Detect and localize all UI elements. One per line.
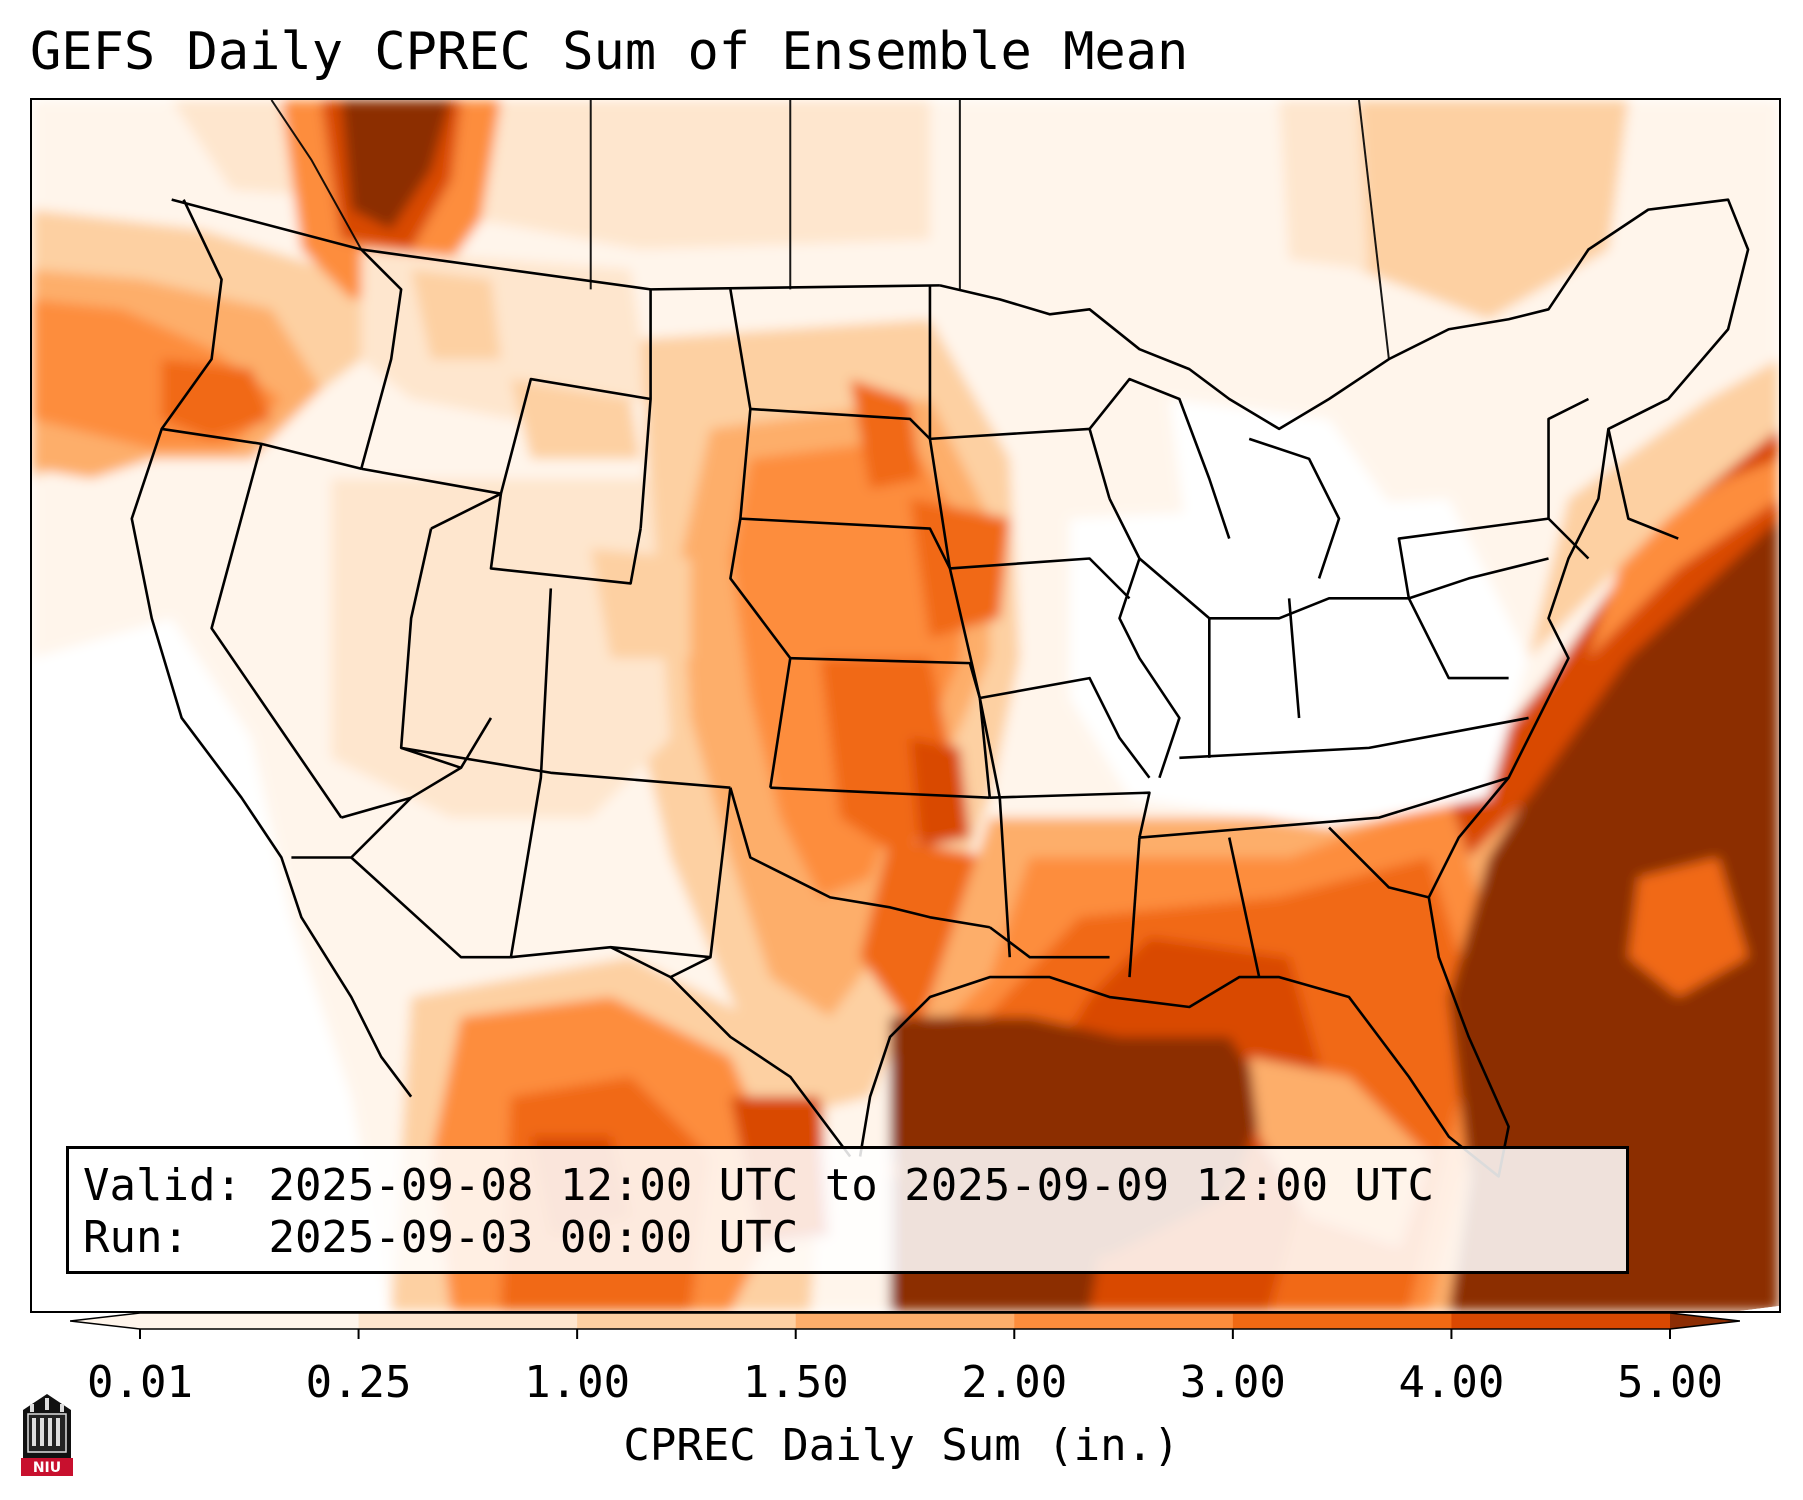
run-time-line: Run: 2025-09-03 00:00 UTC	[83, 1213, 798, 1263]
colorbar-tick-label: 0.01	[87, 1357, 193, 1408]
colorbar-bin	[795, 1313, 1015, 1329]
run-label: Run:	[83, 1212, 189, 1263]
chart-title: GEFS Daily CPREC Sum of Ensemble Mean	[30, 22, 1189, 82]
colorbar-tick-label: 1.00	[524, 1357, 631, 1408]
colorbar-tick-label: 1.50	[742, 1357, 849, 1408]
niu-logo-text: NIU	[33, 1460, 61, 1476]
valid-label: Valid:	[83, 1160, 242, 1211]
colorbar-bin	[1232, 1313, 1452, 1329]
country-borders	[270, 100, 1390, 360]
colorbar-bin	[140, 1313, 360, 1329]
colorbar-tick-label: 4.00	[1398, 1357, 1505, 1408]
colorbar-tick-label: 0.25	[305, 1357, 412, 1408]
colorbar-extend-high	[1670, 1313, 1740, 1329]
colorbar-bin	[1451, 1313, 1671, 1329]
colorbar-tick-label: 2.00	[961, 1357, 1068, 1408]
niu-logo-icon: NIU	[21, 1394, 73, 1476]
colorbar-tick-label: 5.00	[1617, 1357, 1723, 1408]
valid-value: 2025-09-08 12:00 UTC to 2025-09-09 12:00…	[268, 1160, 1435, 1211]
precip-shading	[32, 100, 1779, 1311]
niu-logo-banner	[21, 1458, 73, 1476]
valid-time-line: Valid: 2025-09-08 12:00 UTC to 2025-09-0…	[83, 1161, 1434, 1211]
validity-info-box: Valid: 2025-09-08 12:00 UTC to 2025-09-0…	[66, 1146, 1629, 1274]
colorbar-bin	[358, 1313, 578, 1329]
colorbar-bin	[577, 1313, 797, 1329]
precip-map	[32, 100, 1779, 1311]
colorbar-extend-low	[70, 1313, 140, 1329]
colorbar-label: CPREC Daily Sum (in.)	[623, 1420, 1180, 1471]
state-borders	[130, 198, 1750, 1178]
map-panel	[30, 98, 1781, 1313]
colorbar	[70, 1313, 1740, 1339]
colorbar-bin	[1014, 1313, 1234, 1329]
run-value: 2025-09-03 00:00 UTC	[268, 1212, 799, 1263]
colorbar-tick-label: 3.00	[1179, 1357, 1286, 1408]
